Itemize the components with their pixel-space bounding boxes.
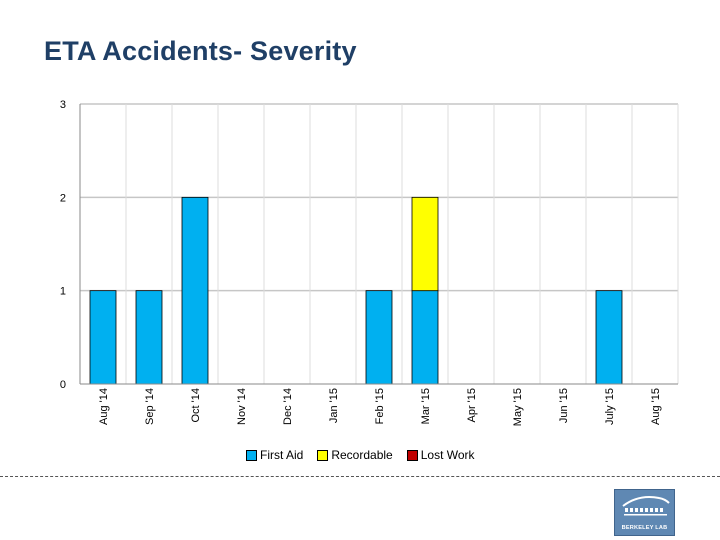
bar-first-aid: [181, 196, 209, 385]
legend-swatch: [317, 449, 329, 461]
x-tick-label: Jan '15: [328, 388, 340, 423]
x-tick-label: Aug '14: [98, 388, 110, 425]
legend-label: Lost Work: [420, 448, 475, 462]
bar-first-aid: [365, 290, 393, 385]
berkeley-lab-logo: BERKELEY LAB: [614, 489, 675, 536]
legend-swatch: [406, 449, 418, 461]
x-tick-label: Oct '14: [190, 388, 202, 423]
building-icon: [622, 496, 670, 516]
bar-first-aid: [411, 290, 439, 385]
page-title: ETA Accidents- Severity: [44, 36, 357, 66]
y-tick-label: 3: [60, 99, 66, 111]
bar-first-aid: [595, 290, 623, 385]
x-tick-label: Mar '15: [420, 388, 432, 424]
y-tick-label: 0: [60, 379, 66, 391]
grid: [79, 103, 679, 384]
legend-label: Recordable: [331, 448, 393, 462]
legend-item: First Aid: [246, 448, 303, 462]
bars: [89, 196, 623, 385]
bar-first-aid: [135, 290, 163, 385]
legend-item: Lost Work: [406, 448, 475, 462]
x-tick-label: Apr '15: [466, 388, 478, 423]
y-tick-label: 1: [60, 286, 66, 298]
axes: 0 1 2 3 Aug '14 Sep '14 Oct '14 Nov '14 Dec '14 J…: [60, 99, 678, 426]
legend: First Aid Recordable Lost Work: [246, 448, 489, 462]
legend-item: Recordable: [317, 448, 393, 462]
x-tick-label: Feb '15: [374, 388, 386, 424]
bar-first-aid: [89, 290, 117, 385]
divider: [0, 476, 720, 477]
y-tick-label: 2: [60, 192, 66, 204]
bar-recordable: [411, 196, 439, 292]
legend-swatch: [246, 449, 257, 461]
legend-label: First Aid: [260, 448, 304, 462]
x-tick-label: Jun '15: [558, 388, 570, 423]
x-tick-label: Dec '14: [282, 388, 294, 425]
x-tick-label: July '15: [604, 388, 616, 425]
x-tick-label: Aug '15: [650, 388, 662, 425]
x-tick-label: May '15: [512, 388, 524, 426]
x-tick-label: Sep '14: [144, 388, 156, 425]
chart: 0 1 2 3 Aug '14 Sep '14 Oct '14 Nov '14 Dec '14 J…: [60, 99, 679, 426]
x-tick-label: Nov '14: [236, 388, 248, 425]
logo-text: BERKELEY LAB: [621, 525, 668, 531]
